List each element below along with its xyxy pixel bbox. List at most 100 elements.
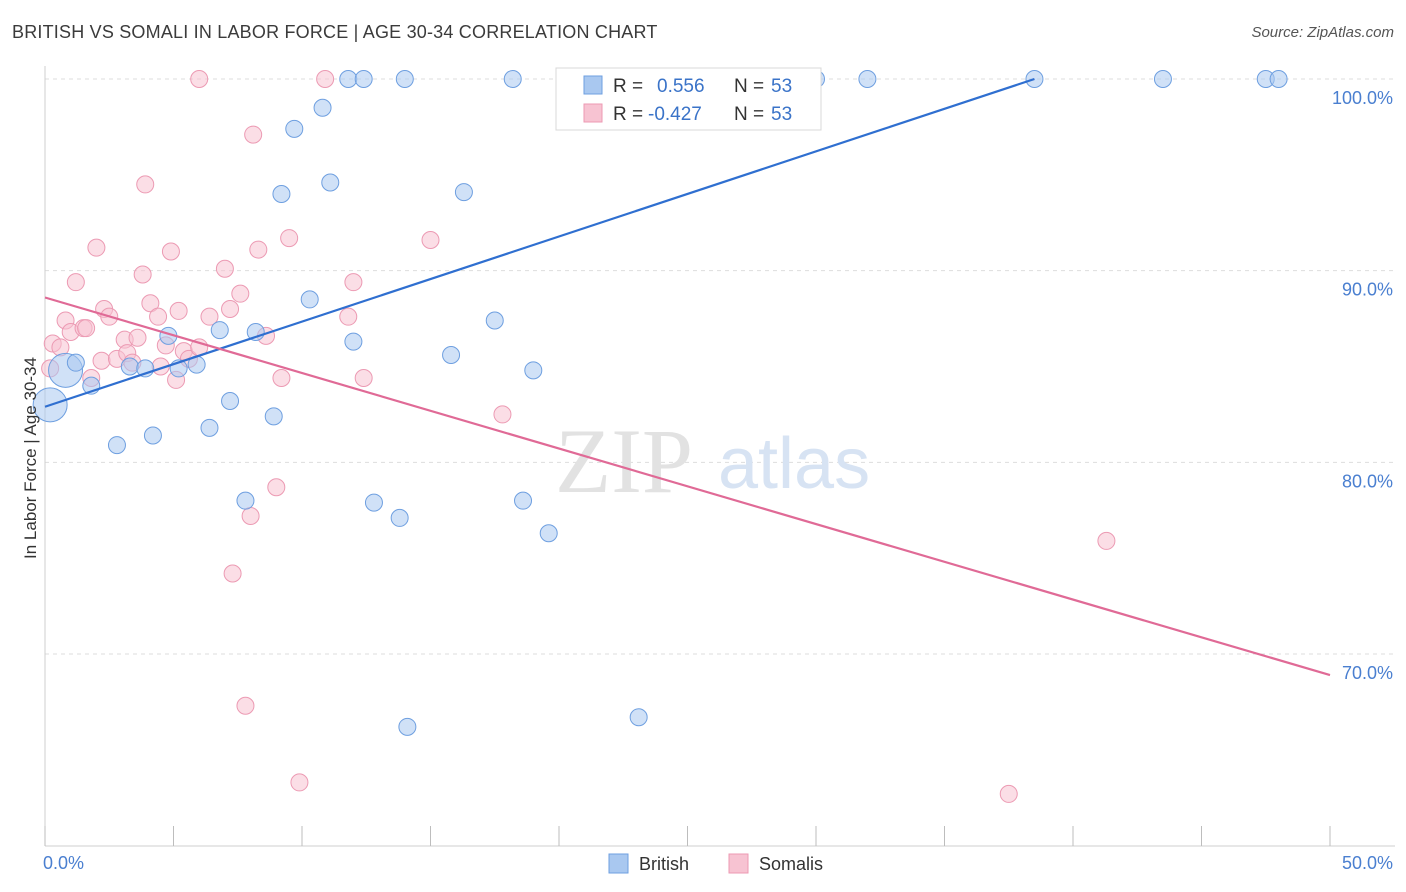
somali-point xyxy=(267,478,286,497)
somali-point xyxy=(133,265,152,284)
y-tick-label: 80.0% xyxy=(1342,471,1393,491)
somali-swatch xyxy=(583,103,603,123)
somali-point xyxy=(344,273,363,292)
source-credit[interactable]: Source: ZipAtlas.com xyxy=(1251,24,1394,41)
british-point xyxy=(300,290,319,309)
british-point xyxy=(503,70,522,88)
british-points xyxy=(32,70,1288,736)
somali-point xyxy=(1097,531,1116,550)
somali-point xyxy=(169,301,188,320)
x-tick-labels: 0.0% 50.0% xyxy=(43,853,1393,873)
british-point xyxy=(143,426,162,445)
somali-r-label: R = xyxy=(613,104,643,125)
british-point xyxy=(539,524,558,543)
y-axis-label: In Labor Force | Age 30-34 xyxy=(21,357,40,559)
somali-n-value: 53 xyxy=(771,104,792,125)
somali-point xyxy=(236,696,255,715)
watermark-zip: ZIP xyxy=(555,410,693,512)
british-point xyxy=(398,717,417,736)
legend-somali-label[interactable]: Somalis xyxy=(759,854,823,874)
british-point xyxy=(354,70,373,88)
british-point xyxy=(364,493,383,512)
somali-point xyxy=(87,238,106,257)
grid-lines xyxy=(45,78,1395,655)
british-point xyxy=(1153,70,1172,88)
legend-somali-swatch[interactable] xyxy=(728,853,749,874)
somali-point xyxy=(316,70,335,88)
british-r-value: 0.556 xyxy=(657,76,705,97)
british-point xyxy=(514,491,533,510)
british-point xyxy=(395,70,414,88)
somali-r-value: -0.427 xyxy=(648,104,702,125)
somali-point xyxy=(66,273,85,292)
somali-point xyxy=(161,242,180,261)
legend-british-swatch[interactable] xyxy=(608,853,629,874)
y-tick-label: 90.0% xyxy=(1342,280,1393,300)
somali-point xyxy=(231,284,250,303)
somali-point xyxy=(92,351,111,370)
british-r-label: R = xyxy=(613,76,643,97)
legend-british-label[interactable]: British xyxy=(639,854,689,874)
british-point xyxy=(107,436,126,455)
british-n-label: N = xyxy=(734,76,764,97)
x-tick-label: 50.0% xyxy=(1342,853,1393,873)
somali-point xyxy=(249,240,268,259)
british-point xyxy=(313,98,332,117)
somali-point xyxy=(421,231,440,249)
somali-point xyxy=(354,369,373,387)
watermark-atlas: atlas xyxy=(718,424,870,504)
somali-point xyxy=(221,300,240,318)
british-point xyxy=(272,185,291,203)
somali-point xyxy=(290,773,309,792)
y-tick-labels: 70.0% 80.0% 90.0% 100.0% xyxy=(1332,88,1393,683)
british-point xyxy=(285,119,304,138)
somali-point xyxy=(244,125,263,144)
somali-points xyxy=(41,70,1116,803)
british-trend-line xyxy=(44,77,1035,408)
british-point xyxy=(1269,70,1288,88)
somali-point xyxy=(141,294,160,313)
british-point xyxy=(629,708,648,727)
chart-title: BRITISH VS SOMALI IN LABOR FORCE | AGE 3… xyxy=(12,22,658,42)
somali-trend-line xyxy=(44,296,1331,677)
trend-lines xyxy=(44,77,1331,677)
somali-point xyxy=(149,307,168,326)
somali-point xyxy=(272,369,291,387)
somali-point xyxy=(200,307,219,326)
british-point xyxy=(210,321,229,340)
british-point xyxy=(339,70,358,88)
x-tick-label: 0.0% xyxy=(43,853,84,873)
somali-point xyxy=(339,307,358,326)
somali-point xyxy=(77,319,96,338)
british-point xyxy=(390,508,409,527)
british-point xyxy=(454,183,473,202)
y-tick-label: 70.0% xyxy=(1342,663,1393,683)
british-swatch xyxy=(583,75,603,95)
british-point xyxy=(200,418,219,437)
somali-point xyxy=(128,328,147,347)
british-point xyxy=(120,357,139,376)
british-point xyxy=(858,70,877,88)
legend[interactable]: British Somalis xyxy=(608,853,823,874)
british-point xyxy=(485,311,504,330)
british-point xyxy=(264,407,283,426)
somali-point xyxy=(999,784,1018,803)
british-point xyxy=(524,361,543,380)
somali-point xyxy=(280,229,299,248)
somali-point xyxy=(136,175,155,194)
somali-point xyxy=(190,70,209,88)
somali-point xyxy=(223,564,242,583)
somali-n-label: N = xyxy=(734,104,764,125)
british-n-value: 53 xyxy=(771,76,792,97)
british-point xyxy=(442,346,461,364)
british-point xyxy=(236,491,255,510)
british-point xyxy=(66,353,85,372)
somali-point xyxy=(215,259,234,278)
stats-box: R = 0.556 N = 53 R = -0.427 N = 53 xyxy=(555,67,822,131)
somali-point xyxy=(493,405,512,424)
british-point xyxy=(321,173,340,192)
axes xyxy=(44,66,1395,847)
british-point xyxy=(344,332,363,351)
y-tick-label: 100.0% xyxy=(1332,88,1393,108)
